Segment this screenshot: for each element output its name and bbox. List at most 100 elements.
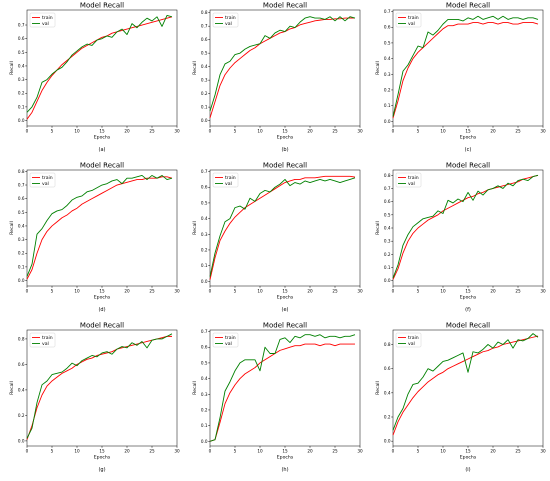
- chart-title: Model Recall: [446, 2, 490, 10]
- series-line-train: [26, 335, 172, 440]
- x-tick-label: 20: [307, 289, 313, 294]
- x-tick-label: 20: [307, 449, 313, 454]
- series-line-val: [209, 16, 356, 112]
- y-axis-label: Recall: [375, 381, 381, 395]
- y-tick-label: 0.1: [384, 265, 391, 270]
- chart-title: Model Recall: [446, 322, 490, 330]
- series-line-val: [209, 177, 356, 277]
- y-tick-label: 0.4: [18, 223, 25, 228]
- x-tick-label: 15: [465, 289, 471, 294]
- x-tick-label: 5: [417, 289, 420, 294]
- legend-label: train: [408, 15, 419, 21]
- x-tick-label: 25: [515, 449, 521, 454]
- y-axis-label: Recall: [9, 381, 15, 395]
- y-axis-label: Recall: [192, 381, 198, 395]
- x-tick-label: 15: [282, 449, 288, 454]
- axes-frame: [209, 9, 361, 127]
- x-tick-label: 10: [257, 129, 263, 134]
- chart-title: Model Recall: [263, 322, 307, 330]
- y-tick-label: 0.8: [384, 173, 391, 178]
- y-tick-label: 0.3: [384, 239, 391, 244]
- chart-panel: Model Recall 0 5 10 15 20 25 30 0.0 0.1 0.2 0.3 0.4 0…: [371, 160, 550, 320]
- x-tick-label: 20: [124, 449, 130, 454]
- series-line-train: [209, 343, 355, 442]
- series-line-val: [392, 15, 539, 117]
- y-axis-label: Recall: [375, 61, 381, 75]
- legend-label: val: [42, 181, 49, 187]
- x-axis-label: Epochs: [94, 455, 111, 461]
- x-tick-label: 20: [490, 449, 496, 454]
- y-tick-label: 0.0: [384, 439, 391, 444]
- legend-label: train: [42, 335, 53, 341]
- y-tick-label: 0.6: [384, 199, 391, 204]
- series-line-train: [392, 22, 539, 119]
- y-tick-label: 0.0: [384, 119, 391, 124]
- chart-title: Model Recall: [80, 162, 124, 170]
- y-tick-label: 0.5: [384, 212, 391, 217]
- recall-chart: Model Recall 0 5 10 15 20 25 30 0.0 0.1 0.2 0.3 0.4 0…: [9, 162, 180, 314]
- chart-caption: (f): [465, 307, 471, 313]
- x-tick-label: 20: [124, 129, 130, 134]
- legend-label: train: [225, 15, 236, 21]
- chart-panel: Model Recall 0 5 10 15 20 25 30 0.0 0.1 0.2 0.3 0.4 0…: [188, 320, 367, 480]
- x-tick-label: 15: [99, 289, 105, 294]
- legend-label: val: [408, 21, 415, 27]
- x-tick-label: 30: [174, 449, 180, 454]
- y-tick-label: 0.6: [18, 196, 25, 201]
- x-axis-label: Epochs: [277, 135, 294, 141]
- x-axis-label: Epochs: [94, 295, 111, 301]
- y-tick-label: 0.5: [201, 360, 208, 365]
- y-tick-label: 0.0: [201, 118, 208, 123]
- y-tick-label: 0.4: [201, 376, 208, 381]
- axes-frame: [392, 9, 544, 127]
- y-axis-label: Recall: [192, 61, 198, 75]
- recall-chart: Model Recall 0 5 10 15 20 25 30 0.0 0.2 0.4 0.6 0.8 E…: [375, 322, 546, 474]
- x-axis-label: Epochs: [460, 455, 477, 461]
- y-axis-label: Recall: [375, 221, 381, 235]
- x-tick-label: 20: [307, 129, 313, 134]
- x-tick-label: 0: [26, 289, 29, 294]
- y-tick-label: 0.7: [201, 169, 208, 174]
- x-tick-label: 0: [392, 129, 395, 134]
- x-tick-label: 25: [515, 129, 521, 134]
- legend-label: train: [225, 335, 236, 341]
- y-tick-label: 0.4: [18, 63, 25, 68]
- chart-caption: (g): [98, 467, 105, 473]
- legend-label: val: [225, 341, 232, 347]
- chart-caption: (i): [465, 467, 470, 473]
- series-line-train: [26, 16, 173, 120]
- y-tick-label: 0.0: [18, 438, 25, 443]
- legend-label: train: [42, 15, 53, 21]
- y-tick-label: 0.0: [201, 439, 208, 444]
- series-line-val: [26, 333, 173, 439]
- y-tick-label: 0.6: [18, 36, 25, 41]
- x-tick-label: 25: [515, 289, 521, 294]
- x-tick-label: 10: [74, 289, 80, 294]
- y-tick-label: 0.2: [384, 415, 391, 420]
- legend-label: val: [225, 21, 232, 27]
- y-tick-label: 0.4: [201, 216, 208, 221]
- y-tick-label: 0.1: [201, 423, 208, 428]
- y-tick-label: 0.1: [384, 103, 391, 108]
- chart-caption: (c): [465, 147, 472, 153]
- y-tick-label: 0.4: [384, 56, 391, 61]
- x-tick-label: 10: [440, 289, 446, 294]
- x-tick-label: 10: [74, 449, 80, 454]
- y-tick-label: 0.2: [18, 91, 25, 96]
- y-tick-label: 0.2: [201, 407, 208, 412]
- x-tick-label: 20: [490, 289, 496, 294]
- y-tick-label: 0.7: [18, 23, 25, 28]
- y-tick-label: 0.3: [384, 72, 391, 77]
- y-tick-label: 0.3: [18, 77, 25, 82]
- axes-frame: [26, 169, 178, 287]
- x-tick-label: 30: [357, 449, 363, 454]
- x-axis-label: Epochs: [277, 455, 294, 461]
- y-tick-label: 0.4: [384, 390, 391, 395]
- chart-caption: (e): [282, 307, 289, 313]
- y-tick-label: 0.3: [201, 392, 208, 397]
- x-tick-label: 25: [149, 129, 155, 134]
- y-axis-label: Recall: [9, 221, 15, 235]
- y-tick-label: 0.8: [201, 10, 208, 15]
- x-tick-label: 0: [26, 129, 29, 134]
- x-tick-label: 5: [51, 129, 54, 134]
